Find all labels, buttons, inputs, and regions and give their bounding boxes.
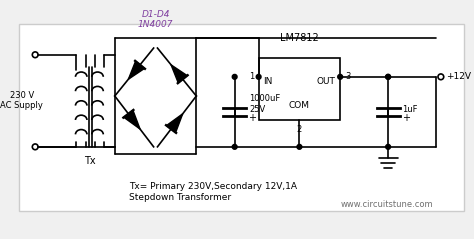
Text: LM7812: LM7812 <box>280 33 319 43</box>
Polygon shape <box>171 65 187 83</box>
Text: OUT: OUT <box>317 77 336 86</box>
Text: +12V: +12V <box>446 72 471 81</box>
Text: COM: COM <box>289 101 310 110</box>
Text: Tx: Tx <box>84 156 96 166</box>
Circle shape <box>386 74 391 79</box>
Text: 3: 3 <box>345 72 350 81</box>
Text: +: + <box>248 113 256 123</box>
Text: 2: 2 <box>297 125 302 134</box>
Polygon shape <box>128 61 145 79</box>
Text: 1: 1 <box>248 72 254 81</box>
Text: 230 V
AC Supply: 230 V AC Supply <box>0 91 43 110</box>
Text: +: + <box>401 113 410 123</box>
Text: 1000uF
25V: 1000uF 25V <box>249 94 280 114</box>
Text: www.circuitstune.com: www.circuitstune.com <box>340 200 433 209</box>
Circle shape <box>386 74 391 79</box>
Text: 1uF: 1uF <box>402 105 418 114</box>
Circle shape <box>256 74 261 79</box>
Circle shape <box>386 144 391 149</box>
Polygon shape <box>166 114 182 133</box>
FancyBboxPatch shape <box>19 24 464 211</box>
Circle shape <box>338 74 343 79</box>
Circle shape <box>297 144 302 149</box>
Text: Tx= Primary 230V,Secondary 12V,1A
Stepdown Transformer: Tx= Primary 230V,Secondary 12V,1A Stepdo… <box>129 182 297 202</box>
Circle shape <box>232 144 237 149</box>
Text: D1-D4
1N4007: D1-D4 1N4007 <box>138 10 173 29</box>
Circle shape <box>232 74 237 79</box>
Text: IN: IN <box>264 77 273 86</box>
FancyBboxPatch shape <box>259 58 340 120</box>
Polygon shape <box>124 110 140 129</box>
